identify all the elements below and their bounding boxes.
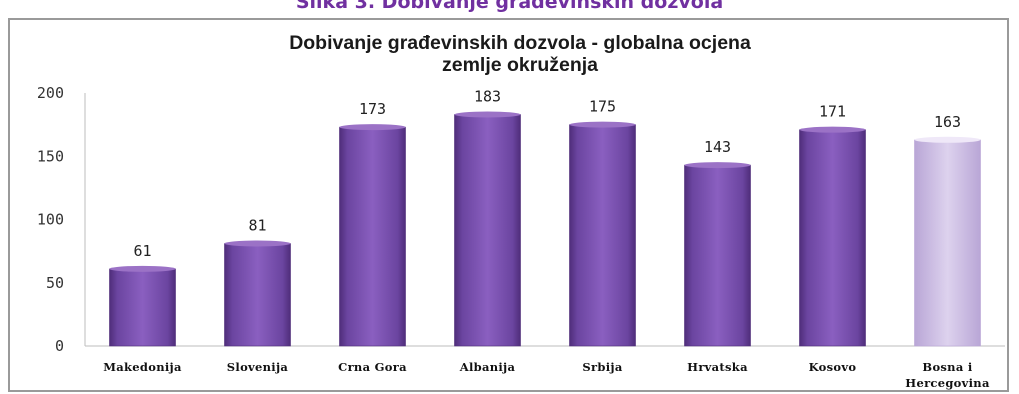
x-tick-label: Slovenija (227, 360, 289, 374)
x-tick-label: Kosovo (809, 360, 857, 374)
data-label: 175 (589, 98, 616, 116)
x-tick-label: Hrvatska (687, 360, 748, 374)
bars (109, 111, 981, 347)
bar-cap (684, 162, 751, 169)
bar-slovenija (224, 243, 291, 347)
figure-caption: Slika 3. Dobivanje građevinskih dozvola (295, 0, 724, 13)
bar-srbija (569, 124, 636, 347)
y-tick-labels: 0 50 100 150 200 (37, 84, 64, 355)
bar-hrvatska (684, 164, 751, 347)
x-tick-label: Albanija (459, 360, 516, 374)
x-tick-label: Hercegovina (905, 376, 990, 390)
x-tick-labels: Makedonija Slovenija Crna Gora Albanija Srbi… (103, 360, 990, 390)
data-label: 173 (359, 100, 386, 118)
data-label: 171 (819, 103, 846, 121)
chart-title-line-1: Dobivanje građevinskih dozvola - globaln… (289, 32, 751, 54)
x-tick-label: Crna Gora (338, 360, 407, 374)
x-tick-label: Srbija (582, 360, 622, 374)
y-tick-label: 100 (37, 211, 64, 229)
bar-makedonija (109, 268, 176, 347)
bar-cap (914, 136, 981, 143)
x-tick-label: Makedonija (103, 360, 182, 374)
x-tick-label: Bosna i (922, 360, 972, 374)
bar-cap (569, 121, 636, 128)
data-label: 183 (474, 88, 501, 106)
bar-bosna-i-hercegovina (914, 139, 981, 347)
y-tick-label: 200 (37, 84, 64, 102)
y-tick-label: 50 (46, 274, 64, 292)
bar-albanija (454, 114, 521, 347)
data-label: 81 (248, 217, 266, 235)
data-labels: 61 81 173 183 175 143 171 163 (133, 88, 961, 260)
bar-cap (454, 111, 521, 118)
chart-title-line-2: zemlje okruženja (442, 54, 598, 76)
bar-cap (339, 124, 406, 131)
bar-crna-gora (339, 126, 406, 347)
y-tick-label: 150 (37, 147, 64, 165)
data-label: 163 (934, 113, 961, 131)
bar-cap (109, 265, 176, 272)
data-label: 143 (704, 138, 731, 156)
y-tick-label: 0 (55, 337, 64, 355)
data-label: 61 (133, 242, 151, 260)
bar-kosovo (799, 129, 866, 347)
bar-cap (799, 126, 866, 133)
bar-cap (224, 240, 291, 247)
